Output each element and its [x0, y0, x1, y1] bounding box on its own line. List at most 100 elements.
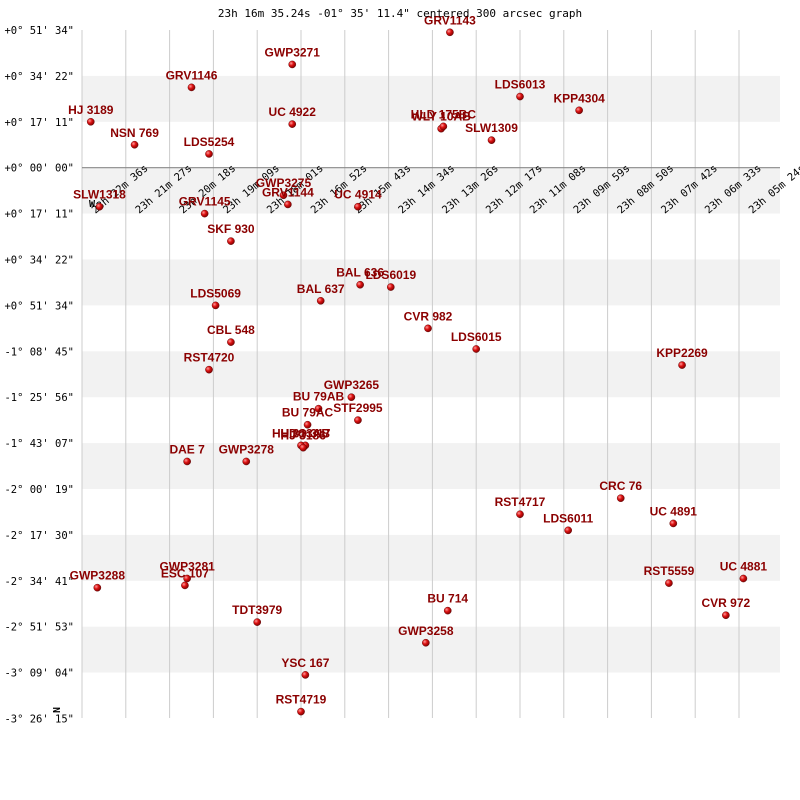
star-marker — [95, 202, 104, 211]
star-marker — [183, 574, 191, 583]
y-tick-label: -3° 09' 04" — [4, 668, 74, 680]
y-axis-orientation-letter: N — [52, 707, 63, 713]
star-marker — [314, 404, 323, 413]
y-tick-label: -1° 08' 45" — [4, 346, 74, 358]
star-label: HDO 317 — [280, 426, 330, 440]
y-tick-label: +0° 34' 22" — [4, 255, 74, 267]
star-marker — [288, 120, 297, 128]
star-label: CVR 982 — [404, 309, 453, 323]
star-marker — [284, 200, 292, 209]
star-marker — [665, 579, 673, 587]
star-marker — [439, 122, 448, 131]
y-tick-label: -2° 17' 30" — [4, 530, 74, 542]
star-marker — [297, 707, 305, 716]
plot-band — [82, 75, 780, 122]
plot-band — [82, 443, 780, 489]
star-marker — [386, 283, 395, 291]
y-tick-label: +0° 17' 11" — [4, 209, 74, 221]
plot-band — [82, 626, 780, 673]
star-marker — [347, 393, 356, 402]
star-label: LDS6011 — [543, 511, 593, 525]
star-marker — [187, 83, 196, 92]
star-label: GWP3278 — [219, 442, 275, 456]
plot-background — [82, 30, 780, 718]
star-marker — [303, 420, 312, 429]
star-label: CVR 972 — [702, 596, 751, 610]
star-marker — [299, 443, 307, 452]
star-label: GWP3271 — [265, 45, 321, 59]
star-label: UC 4914 — [334, 188, 382, 202]
star-marker — [316, 297, 325, 305]
star-label: GRV1144 — [262, 185, 314, 199]
star-label: GWP3265 — [324, 378, 380, 392]
star-label: SLW1318 — [73, 188, 126, 202]
star-label: GWP3281 — [159, 560, 215, 574]
star-marker — [356, 280, 364, 289]
star-label: UC 4881 — [720, 560, 768, 574]
star-marker — [616, 494, 625, 502]
star-label: BAL 636 — [336, 266, 384, 280]
y-tick-label: +0° 51' 34" — [4, 300, 74, 312]
star-label: GWP3258 — [398, 624, 454, 638]
star-label: NSN 769 — [110, 126, 159, 140]
star-marker — [183, 457, 191, 466]
star-label: RST5559 — [644, 564, 695, 578]
chart-title: 23h 16m 35.24s -01° 35' 11.4" centered 3… — [218, 7, 582, 20]
star-marker — [242, 457, 251, 466]
star-label: GRV1145 — [179, 195, 231, 209]
star-label: BU 714 — [427, 592, 468, 606]
star-label: RST4720 — [184, 351, 235, 365]
star-marker — [472, 345, 481, 353]
star-label: LDS5254 — [184, 135, 235, 149]
star-marker — [354, 202, 362, 211]
star-marker — [288, 60, 297, 69]
star-label: CRC 76 — [599, 479, 642, 493]
y-tick-label: +0° 00' 00" — [4, 163, 74, 175]
star-label: TDT3979 — [232, 603, 282, 617]
star-label: SLW1309 — [465, 121, 518, 135]
star-label: HJ 3189 — [68, 103, 114, 117]
star-marker — [424, 324, 432, 333]
star-label: BAL 637 — [297, 282, 345, 296]
star-label: RST4719 — [276, 693, 327, 707]
star-marker — [575, 106, 583, 115]
star-marker — [678, 361, 686, 369]
star-marker — [446, 28, 454, 37]
star-marker — [200, 209, 209, 218]
star-label: GWP3288 — [70, 569, 126, 583]
star-label: CBL 548 — [207, 323, 255, 337]
y-tick-label: +0° 51' 34" — [4, 25, 74, 37]
y-axis-ticks: +0° 51' 34" +0° 34' 22" +0° 17' 11" +0° 00'… — [4, 25, 74, 726]
y-tick-label: -2° 51' 53" — [4, 622, 74, 634]
y-tick-label: -2° 34' 41" — [4, 576, 74, 588]
star-label: GRV1143 — [424, 13, 476, 27]
star-marker — [516, 92, 524, 101]
star-marker — [739, 574, 748, 583]
star-marker — [227, 338, 235, 346]
star-label: GRV1146 — [166, 68, 218, 82]
star-marker — [487, 136, 496, 144]
star-label: YSC 167 — [281, 656, 329, 670]
star-labels: GRV1143 GWP3271 GRV1146 LDS6013 KPP4304 HJ 31… — [68, 13, 767, 706]
star-marker — [443, 606, 452, 615]
star-marker — [422, 638, 430, 647]
star-label: SKF 930 — [207, 222, 255, 236]
star-label: DAE 7 — [169, 442, 205, 456]
star-label: HJ 3186 — [281, 429, 327, 443]
star-marker — [516, 510, 524, 519]
star-label: KPP2269 — [656, 346, 708, 360]
star-marker — [301, 671, 310, 679]
plot-band — [82, 351, 780, 398]
star-marker — [669, 519, 678, 528]
grid-lines — [81, 30, 740, 718]
plot-band — [82, 167, 780, 214]
star-label: GWP3275 — [256, 176, 312, 190]
star-label: HLD 175BC — [411, 107, 477, 121]
star-label: BU 79AB — [293, 390, 345, 404]
star-marker — [253, 618, 262, 626]
plot-band — [82, 259, 780, 306]
star-marker — [86, 118, 95, 126]
y-tick-label: -1° 25' 56" — [4, 392, 74, 404]
y-tick-label: +0° 34' 22" — [4, 71, 74, 83]
